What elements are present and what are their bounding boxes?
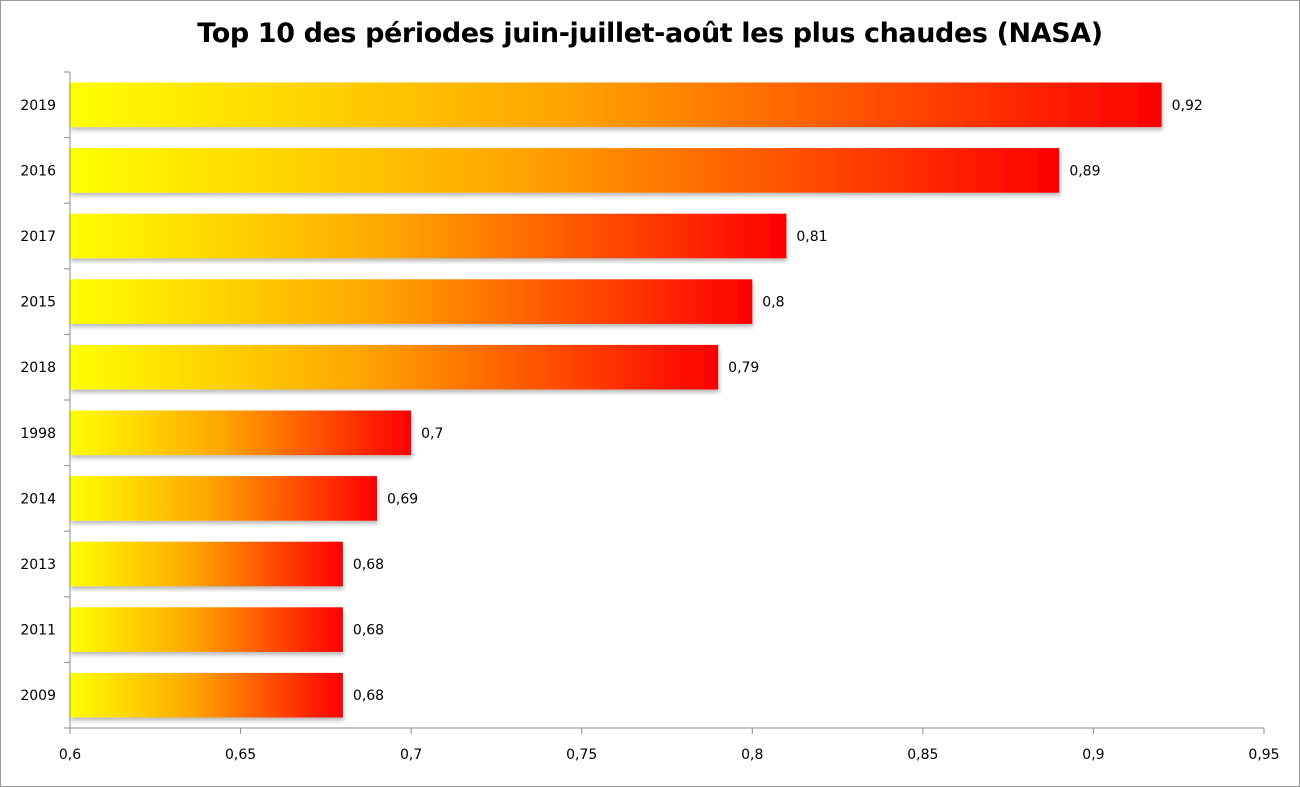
bar-1998	[70, 410, 412, 456]
y-tick-label-2018: 2018	[20, 360, 56, 376]
data-label-1998: 0,7	[421, 426, 443, 442]
data-label-2015: 0,8	[762, 295, 784, 311]
axes-layer	[64, 71, 1265, 734]
bar-2016	[70, 148, 1060, 193]
y-tick-label-2009: 2009	[20, 688, 56, 704]
x-tick-label: 0,9	[1082, 747, 1104, 763]
data-label-2017: 0,81	[796, 229, 827, 245]
y-tick-label-1998: 1998	[20, 426, 56, 442]
data-label-2019: 0,92	[1172, 98, 1203, 114]
x-tick-label: 0,7	[400, 747, 422, 763]
x-tick-label: 0,95	[1248, 747, 1279, 763]
x-tick-label: 0,75	[566, 747, 597, 763]
labels-layer: 0,92 2019 0,89 2016 0,81 2017 0,8 2015 0,79 2018 0…	[20, 98, 1279, 763]
y-tick-label-2011: 2011	[20, 623, 56, 639]
bars-layer	[70, 82, 1162, 718]
bar-2009	[70, 672, 343, 718]
data-label-2011: 0,68	[353, 623, 384, 639]
y-tick-label-2013: 2013	[20, 557, 56, 573]
x-tick-label: 0,85	[907, 747, 938, 763]
data-label-2016: 0,89	[1069, 163, 1100, 179]
y-tick-label-2016: 2016	[20, 163, 56, 179]
y-tick-label-2014: 2014	[20, 491, 56, 507]
data-label-2018: 0,79	[728, 360, 759, 376]
y-tick-label-2015: 2015	[20, 295, 56, 311]
bar-2011	[70, 607, 343, 652]
bar-2017	[70, 213, 787, 259]
bar-2013	[70, 541, 343, 587]
data-label-2013: 0,68	[353, 557, 384, 573]
x-tick-label: 0,65	[225, 747, 256, 763]
data-label-2009: 0,68	[353, 688, 384, 704]
y-tick-label-2017: 2017	[20, 229, 56, 245]
bar-2014	[70, 476, 378, 521]
chart-title: Top 10 des périodes juin-juillet-août le…	[197, 18, 1103, 49]
x-tick-label: 0,8	[741, 747, 763, 763]
bar-2019	[70, 82, 1162, 128]
y-tick-label-2019: 2019	[20, 98, 56, 114]
data-label-2014: 0,69	[387, 491, 418, 507]
bar-2015	[70, 279, 753, 324]
bar-2018	[70, 344, 719, 390]
x-tick-label: 0,6	[59, 747, 81, 763]
